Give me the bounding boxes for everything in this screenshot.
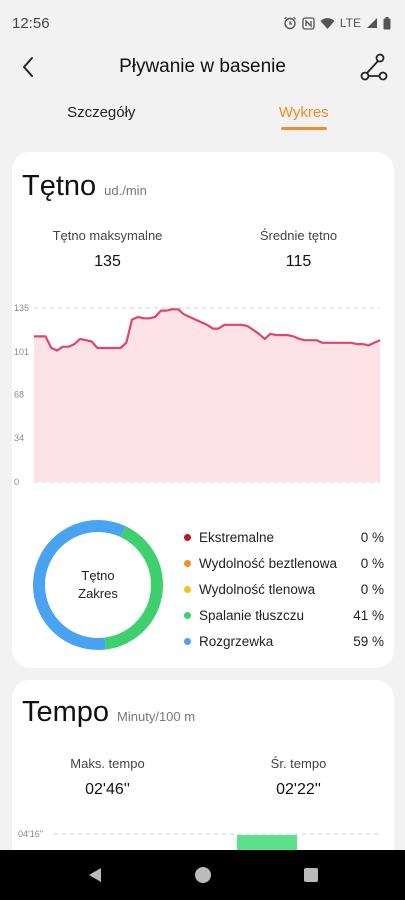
hr-ytick: 135 <box>14 303 29 313</box>
status-icons: LTE <box>283 16 391 30</box>
tempo-title: Tempo <box>22 696 110 728</box>
zones-donut: Tętno Zakres <box>31 518 165 652</box>
avg-tempo-label: Śr. tempo <box>270 756 327 771</box>
legend-label: Spalanie tłuszczu <box>199 607 305 623</box>
signal-icon <box>366 17 378 29</box>
tab-chart[interactable]: Wykres <box>203 96 405 136</box>
tempo-chart: 04'16'' <box>18 829 382 850</box>
app-bar: Pływanie w basenie <box>0 46 405 88</box>
network-type: LTE <box>339 16 361 30</box>
recents-square-icon <box>303 868 318 882</box>
tempo-ytick: 04'16'' <box>18 829 43 839</box>
nav-back-button[interactable] <box>85 865 105 885</box>
legend-item-extreme: Ekstremalne 0 % <box>184 524 384 550</box>
legend-dot <box>184 533 191 541</box>
max-tempo-label: Maks. tempo <box>70 756 145 771</box>
hr-ytick: 68 <box>14 389 24 399</box>
tempo-stats: Maks. tempo 02'46'' Śr. tempo 02'22'' <box>12 756 394 799</box>
legend-dot <box>184 559 191 567</box>
tab-active-indicator <box>280 127 327 130</box>
tab-details[interactable]: Szczegóły <box>0 96 203 136</box>
legend-dot <box>184 637 191 645</box>
zones-donut-chart <box>33 520 163 650</box>
legend-item-warmup: Rozgrzewka 59 % <box>184 628 384 654</box>
legend-dot <box>184 611 191 619</box>
max-hr-label: Tętno maksymalne <box>52 228 163 243</box>
avg-tempo-value: 02'22'' <box>276 781 321 798</box>
nav-home-button[interactable] <box>193 865 213 885</box>
heart-rate-unit: ud./min <box>104 183 147 198</box>
donut-segment-4 <box>33 520 163 650</box>
avg-hr-stat: Średnie tętno 115 <box>203 228 394 271</box>
back-arrow-icon <box>23 57 33 77</box>
heart-rate-header: Tętno ud./min <box>22 170 147 203</box>
legend-value: 59 % <box>353 633 384 649</box>
donut-center-label: Tętno Zakres <box>31 518 165 652</box>
legend-value: 0 % <box>360 555 384 571</box>
tempo-header: Tempo Minuty/100 m <box>22 696 195 729</box>
home-circle-icon <box>194 867 211 883</box>
donut-center-line2: Zakres <box>78 586 118 601</box>
legend-label: Wydolność beztlenowa <box>199 555 337 571</box>
wifi-icon <box>320 17 335 30</box>
max-hr-stat: Tętno maksymalne 135 <box>12 228 203 271</box>
tab-chart-label: Wykres <box>278 104 329 121</box>
tabs: Szczegóły Wykres <box>0 96 405 136</box>
system-nav-bar <box>0 850 405 900</box>
route-button[interactable] <box>359 52 389 82</box>
hr-ytick: 34 <box>14 433 24 443</box>
donut-center-line1: Tętno <box>81 568 115 583</box>
legend-item-aerobic: Wydolność tlenowa 0 % <box>184 576 384 602</box>
heart-rate-title: Tętno <box>22 170 97 202</box>
heart-rate-zones: Tętno Zakres Ekstremalne 0 % Wydolność b… <box>0 512 405 652</box>
avg-hr-label: Średnie tętno <box>259 228 338 243</box>
max-tempo-stat: Maks. tempo 02'46'' <box>12 756 203 799</box>
battery-icon <box>383 16 391 30</box>
avg-tempo-stat: Śr. tempo 02'22'' <box>203 756 394 799</box>
max-tempo-value: 02'46'' <box>85 781 130 798</box>
hr-line <box>34 308 381 352</box>
tempo-bar <box>237 835 297 850</box>
hr-ytick: 101 <box>14 347 29 357</box>
donut-segment-3 <box>33 520 163 650</box>
hr-area <box>34 309 380 482</box>
back-button[interactable] <box>16 54 42 80</box>
legend-item-fat-burn: Spalanie tłuszczu 41 % <box>184 602 384 628</box>
legend-value: 0 % <box>360 581 384 597</box>
legend-value: 41 % <box>353 607 384 623</box>
nav-recents-button[interactable] <box>301 865 321 885</box>
zones-legend: Ekstremalne 0 % Wydolność beztlenowa 0 %… <box>184 524 384 654</box>
alarm-icon <box>283 16 297 30</box>
legend-label: Ekstremalne <box>199 529 275 545</box>
status-time: 12:56 <box>12 14 50 32</box>
legend-value: 0 % <box>360 529 384 545</box>
page-title: Pływanie w basenie <box>119 56 286 77</box>
hr-ytick: 0 <box>14 477 19 487</box>
legend-label: Wydolność tlenowa <box>199 581 316 597</box>
back-triangle-icon <box>88 868 101 882</box>
nfc-icon <box>302 16 315 30</box>
legend-item-anaerobic: Wydolność beztlenowa 0 % <box>184 550 384 576</box>
legend-label: Rozgrzewka <box>199 633 274 649</box>
max-hr-value: 135 <box>94 253 121 270</box>
avg-hr-value: 115 <box>285 253 312 270</box>
tab-details-label: Szczegóły <box>67 104 136 121</box>
tempo-unit: Minuty/100 m <box>117 709 196 724</box>
status-bar: 12:56 LTE <box>0 0 405 46</box>
route-icon <box>360 53 388 81</box>
legend-dot <box>184 585 191 593</box>
heart-rate-chart: 135 101 68 34 0 <box>14 303 381 487</box>
heart-rate-stats: Tętno maksymalne 135 Średnie tętno 115 <box>12 228 394 271</box>
